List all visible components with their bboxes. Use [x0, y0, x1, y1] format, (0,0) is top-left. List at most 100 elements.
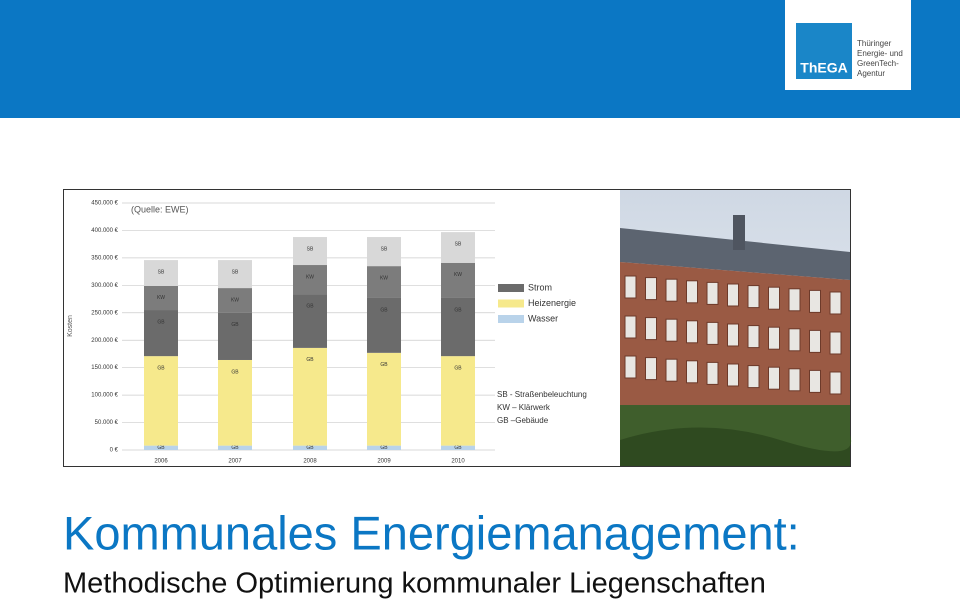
photo-window	[788, 368, 801, 392]
segment-label: KW	[157, 295, 165, 301]
segment-label: GB	[231, 445, 239, 451]
segment-label: SB	[455, 241, 462, 247]
photo-tower	[733, 215, 745, 250]
photo-window	[829, 371, 842, 395]
photo-hedge-front	[620, 427, 852, 466]
logo-mark: ThEGA	[800, 60, 847, 76]
photo-window	[727, 323, 739, 347]
segment-label: GB	[454, 445, 462, 451]
segment-label: GB	[157, 319, 165, 325]
y-tick-label: 0 €	[110, 448, 119, 454]
photo-window	[768, 326, 780, 350]
x-tick-label: 2010	[451, 459, 465, 465]
segment-label: KW	[454, 272, 462, 278]
bar-segment	[441, 297, 475, 357]
key-text: KW – Klärwerk	[497, 403, 551, 412]
y-tick-label: 200.000 €	[91, 338, 118, 344]
photo-window	[727, 363, 739, 387]
bar-segment	[144, 445, 178, 450]
photo-window	[809, 369, 821, 393]
segment-label: SB	[307, 246, 314, 252]
y-tick-label: 50.000 €	[95, 420, 119, 426]
photo-window	[727, 283, 739, 307]
key-text: SB - Straßenbeleuchtung	[497, 390, 587, 399]
photo	[620, 190, 852, 466]
photo-window	[686, 280, 698, 304]
photo-windows	[624, 275, 842, 395]
y-tick-label: 250.000 €	[91, 310, 118, 316]
photo-window	[768, 286, 780, 310]
photo-window	[829, 291, 842, 315]
photo-window	[706, 281, 719, 305]
bar-segment	[218, 445, 252, 450]
logo-text: Thüringer	[857, 39, 892, 48]
segment-label: GB	[380, 445, 388, 451]
annotation: (Quelle: EWE)	[131, 204, 189, 214]
photo-window	[624, 275, 637, 299]
segment-label: GB	[306, 357, 314, 363]
y-tick-label: 150.000 €	[91, 365, 118, 371]
chart: 0 € 50.000 € 100.000 € 150.000 € 200.000 € 25…	[91, 201, 587, 465]
legend-label: Wasser	[528, 313, 558, 323]
logo-text: GreenTech-	[857, 59, 899, 68]
segment-label: SB	[232, 269, 239, 275]
segment-label: GB	[306, 303, 314, 309]
logo-text: Agentur	[857, 69, 885, 78]
bar-segment	[367, 352, 401, 446]
x-tick-label: 2006	[154, 459, 168, 465]
bar-segment	[144, 310, 178, 357]
photo-roof	[620, 228, 850, 280]
segment-label: GB	[157, 365, 165, 371]
y-tick-label: 300.000 €	[91, 283, 118, 289]
segment-label: SB	[381, 246, 388, 252]
bar-segment	[293, 265, 327, 295]
y-tick-label: 400.000 €	[91, 228, 118, 234]
bar-segment	[218, 359, 252, 446]
bar-segment	[367, 266, 401, 298]
photo-window	[645, 277, 657, 301]
photo-window	[706, 321, 719, 345]
bar-segment	[441, 262, 475, 298]
segment-label: GB	[380, 307, 388, 313]
photo-window	[686, 320, 698, 344]
bar-segment	[218, 288, 252, 313]
bar-segment	[441, 356, 475, 446]
photo-window	[645, 317, 657, 341]
photo-window	[809, 289, 821, 313]
legend-swatch	[498, 299, 524, 308]
photo-window	[665, 358, 678, 382]
photo-window	[686, 360, 698, 384]
segment-label: GB	[231, 369, 239, 375]
photo-window	[665, 318, 678, 342]
bar-segment	[367, 445, 401, 450]
x-tick-label: 2007	[228, 459, 242, 465]
slide-subtitle: Methodische Optimierung kommunaler Liege…	[63, 568, 766, 600]
y-tick-label: 100.000 €	[91, 393, 118, 399]
legend-swatch	[498, 315, 524, 323]
segment-label: KW	[231, 297, 239, 303]
photo-window	[788, 288, 801, 312]
bar-segment	[441, 445, 475, 450]
segment-label: GB	[454, 307, 462, 313]
photo-window	[665, 278, 678, 302]
segment-label: GB	[380, 362, 388, 368]
photo-window	[747, 365, 760, 389]
slide-title: Kommunales Energiemanagement:	[63, 506, 800, 559]
bar-segment	[441, 232, 475, 263]
legend-label: Strom	[528, 282, 552, 292]
logo-text: Energie- und	[857, 49, 903, 58]
segment-label: KW	[306, 274, 314, 280]
photo-window	[624, 355, 637, 379]
photo-window	[706, 361, 719, 385]
segment-label: GB	[306, 445, 314, 451]
segment-label: GB	[454, 365, 462, 371]
legend-swatch	[498, 284, 524, 292]
bar-segment	[218, 260, 252, 289]
bar-segment	[144, 356, 178, 446]
photo-window	[809, 329, 821, 353]
y-tick-label: 450.000 €	[91, 201, 118, 207]
bar-segment	[293, 237, 327, 266]
segment-label: GB	[231, 322, 239, 328]
